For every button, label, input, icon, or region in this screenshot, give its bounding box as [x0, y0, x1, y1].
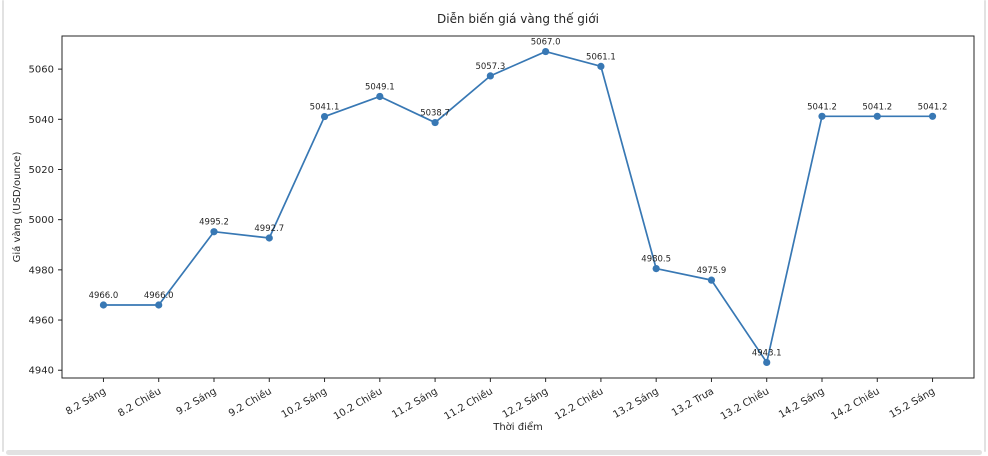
page-edge-right: [984, 0, 986, 452]
value-label: 5057.3: [475, 62, 505, 72]
value-label: 5041.2: [862, 102, 892, 112]
value-labels: 4966.0 4966.0 4995.2 4992.7 5041.1 5049.1 5038…: [89, 38, 948, 359]
page-edge-left: [2, 0, 4, 452]
value-label: 5061.1: [586, 52, 616, 62]
data-point-marker: [818, 112, 826, 120]
x-tick-label: 14.2 Chiều: [829, 385, 882, 422]
value-label: 5038.7: [420, 109, 450, 119]
chart-title: Diễn biến giá vàng thế giới: [437, 12, 599, 26]
value-label: 4966.0: [89, 291, 119, 301]
data-point-marker: [431, 118, 439, 127]
value-label: 5041.1: [310, 103, 340, 113]
y-tick-label: 4980: [29, 265, 54, 276]
value-label: 4975.9: [697, 266, 727, 276]
page-edge-bottom: [6, 450, 982, 455]
value-label: 4992.7: [254, 224, 284, 234]
x-tick-label: 15.2 Sáng: [887, 385, 937, 421]
data-point-marker: [707, 276, 716, 284]
price-line: [103, 50, 933, 364]
x-tick-label: 9.2 Chiều: [226, 385, 273, 419]
value-label: 4980.5: [641, 255, 671, 265]
y-tick-label: 5060: [29, 65, 54, 76]
x-tick-label: 8.2 Chiều: [116, 385, 163, 419]
y-tick-label: 4960: [29, 316, 54, 327]
x-axis-ticks: 8.2 Sáng 8.2 Chiều 9.2 Sáng 9.2 Chiều 10.2 S…: [64, 378, 937, 423]
y-tick-label: 5020: [29, 165, 54, 176]
y-tick-label: 4940: [29, 366, 54, 377]
data-point-marker: [320, 112, 329, 121]
data-point-marker: [155, 301, 163, 309]
x-tick-label: 12.2 Chiều: [553, 385, 606, 422]
value-label: 5041.2: [918, 102, 948, 112]
x-axis-label: Thời điểm: [493, 422, 543, 433]
data-point-marker: [265, 234, 273, 242]
data-point-markers: [99, 47, 937, 367]
data-point-marker: [376, 92, 384, 101]
data-point-marker: [928, 112, 937, 120]
data-point-marker: [763, 358, 771, 367]
x-tick-label: 11.2 Chiều: [442, 385, 495, 422]
x-tick-label: 11.2 Sáng: [390, 385, 440, 421]
value-label: 4966.0: [144, 291, 174, 301]
data-point-marker: [210, 228, 218, 236]
x-tick-label: 9.2 Sáng: [174, 385, 218, 418]
data-point-marker: [542, 47, 550, 56]
y-axis-ticks: 4940 4960 4980 5000 5020 5040 5060: [29, 65, 62, 377]
data-point-marker: [99, 301, 108, 309]
x-tick-label: 13.2 Chiều: [718, 385, 771, 422]
x-tick-label: 8.2 Sáng: [64, 385, 108, 418]
x-tick-label: 10.2 Sáng: [279, 385, 329, 421]
plot-frame: [61, 35, 975, 379]
data-point-marker: [873, 112, 881, 120]
value-label: 5041.2: [807, 102, 837, 112]
data-point-marker: [597, 62, 605, 70]
y-tick-label: 5000: [29, 215, 54, 226]
data-point-marker: [486, 72, 494, 80]
y-tick-label: 5040: [29, 115, 54, 126]
value-label: 4995.2: [199, 218, 229, 228]
value-label: 5049.1: [365, 82, 395, 92]
value-label: 4943.1: [752, 348, 782, 358]
x-tick-label: 14.2 Sáng: [777, 385, 827, 421]
x-tick-label: 13.2 Trưa: [670, 386, 716, 419]
x-tick-label: 12.2 Sáng: [500, 385, 550, 421]
value-label: 5067.0: [531, 38, 561, 48]
data-point-marker: [652, 265, 660, 273]
x-tick-label: 10.2 Chiều: [332, 385, 385, 422]
x-tick-label: 13.2 Sáng: [611, 385, 661, 421]
